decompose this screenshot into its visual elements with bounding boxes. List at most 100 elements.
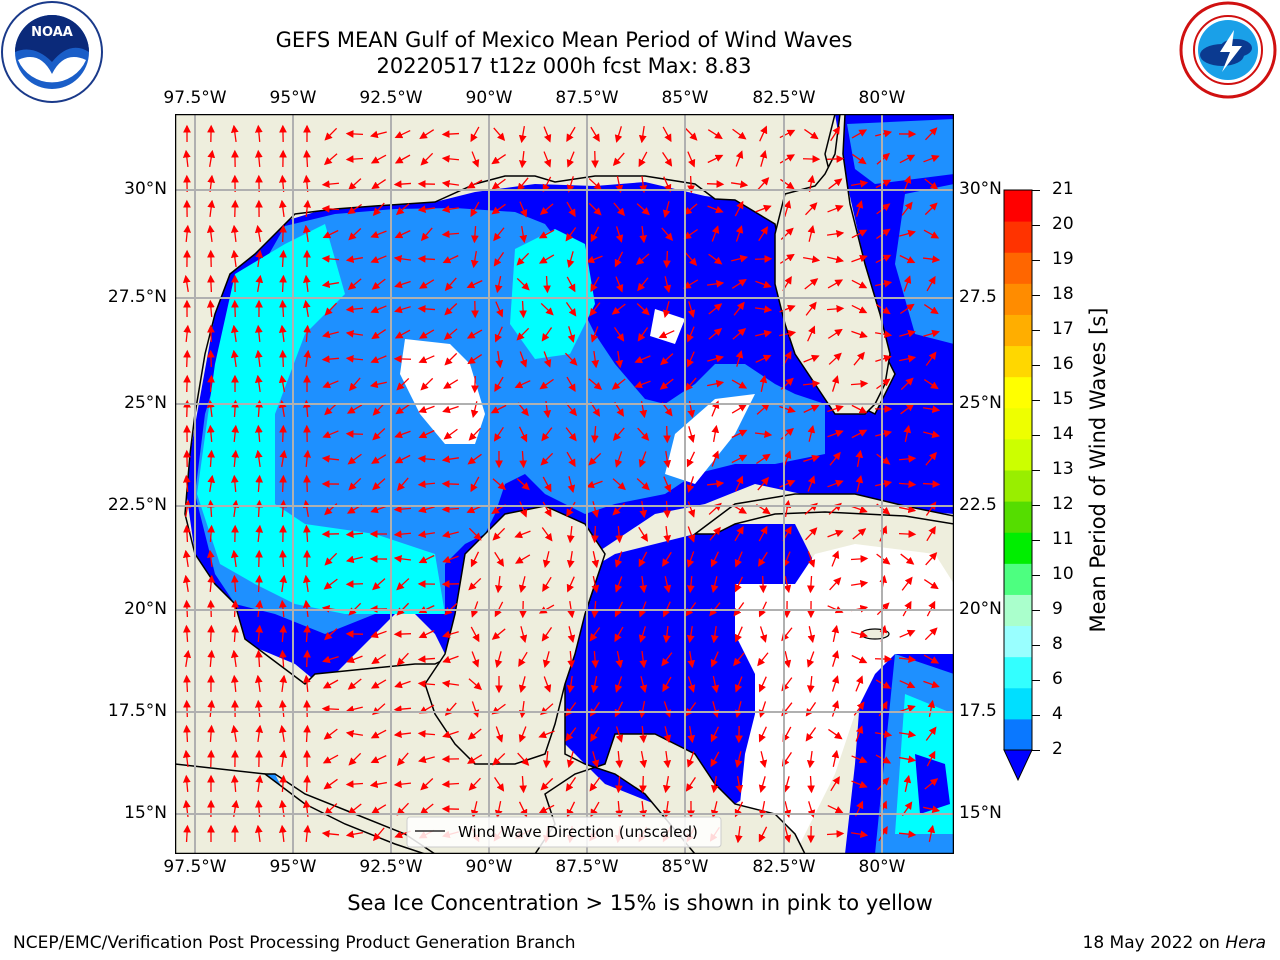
- wind-arrow: [519, 626, 528, 643]
- wind-arrow: [924, 627, 938, 641]
- wind-arrow: [612, 427, 625, 442]
- wind-arrow: [827, 404, 844, 413]
- wind-arrow: [279, 574, 288, 593]
- wind-arrow: [417, 655, 436, 663]
- colorbar-tick: 18: [1052, 284, 1074, 304]
- colorbar-tick: 14: [1052, 424, 1074, 444]
- wind-arrow: [493, 426, 504, 442]
- wind-arrow: [393, 530, 412, 539]
- wind-arrow: [442, 730, 459, 739]
- wind-arrow: [470, 626, 480, 643]
- wind-arrow: [783, 826, 792, 843]
- wind-arrow: [612, 152, 625, 167]
- wind-arrow: [711, 424, 720, 442]
- wind-arrow: [923, 430, 941, 439]
- wind-arrow: [206, 549, 215, 568]
- wind-arrow: [590, 326, 599, 343]
- wind-arrow: [566, 251, 575, 268]
- wind-arrow: [540, 777, 554, 791]
- wind-arrow: [804, 128, 819, 140]
- wind-arrow: [898, 480, 917, 489]
- wind-arrow: [393, 254, 412, 263]
- wind-arrow: [322, 655, 339, 664]
- wind-arrow: [566, 751, 575, 768]
- wind-arrow: [899, 629, 916, 638]
- wind-arrow: [371, 804, 387, 814]
- wind-arrow: [707, 354, 724, 363]
- wind-arrow: [303, 724, 311, 743]
- lat-tick-left: 22.5°N: [107, 495, 167, 515]
- wind-arrow: [756, 402, 770, 415]
- wind-arrow: [444, 702, 457, 717]
- wind-arrow: [805, 727, 817, 742]
- wind-arrow: [372, 202, 385, 216]
- gridlines: [175, 114, 954, 854]
- wind-arrow: [303, 349, 312, 368]
- wind-arrow: [614, 676, 623, 693]
- wind-arrow: [806, 750, 815, 769]
- colorbar-tick-mark: [1032, 750, 1040, 751]
- wind-arrow: [345, 130, 364, 138]
- wind-arrow: [925, 552, 938, 566]
- wind-arrow: [467, 728, 482, 740]
- wind-arrow: [686, 351, 695, 368]
- wind-arrow: [418, 405, 435, 414]
- wind-arrow: [516, 327, 530, 341]
- colorbar-tick-mark: [1032, 715, 1040, 716]
- wind-arrow: [639, 751, 648, 769]
- wind-arrow: [491, 153, 507, 165]
- wind-arrow: [396, 802, 409, 816]
- colorbar-segment: [1004, 407, 1032, 440]
- wind-arrow: [470, 476, 480, 493]
- wind-arrow: [419, 803, 434, 815]
- wind-arrow: [254, 674, 263, 693]
- wind-arrow: [494, 376, 504, 393]
- wind-arrow: [730, 180, 749, 189]
- wind-arrow: [370, 154, 387, 164]
- wind-arrow: [807, 551, 816, 568]
- wind-arrow: [347, 678, 362, 690]
- wind-arrow: [590, 726, 600, 742]
- wind-arrow: [303, 324, 312, 343]
- wind-arrow: [542, 476, 552, 493]
- wind-arrow: [491, 178, 506, 190]
- wind-arrow: [370, 755, 387, 764]
- colorbar-segment: [1004, 501, 1032, 533]
- colorbar-tick: 12: [1052, 494, 1074, 514]
- wind-arrow: [639, 676, 648, 693]
- wind-arrow: [323, 153, 338, 166]
- wind-arrow: [827, 529, 844, 538]
- wind-arrow: [923, 229, 940, 239]
- wind-arrow: [806, 651, 815, 668]
- wind-arrow: [901, 201, 913, 216]
- wind-arrow: [279, 274, 287, 293]
- wind-arrow: [613, 202, 626, 217]
- wind-arrow: [707, 154, 724, 164]
- wind-arrow: [898, 530, 917, 538]
- wind-arrow: [710, 726, 720, 743]
- wind-arrow: [444, 277, 457, 291]
- lon-tick-top: 80°W: [858, 88, 906, 108]
- wind-arrow: [279, 749, 288, 768]
- wind-arrow: [687, 676, 696, 693]
- colorbar-tick-mark: [1032, 435, 1040, 436]
- wind-arrow: [394, 454, 411, 464]
- wind-arrow: [923, 579, 939, 590]
- wind-arrow: [779, 154, 796, 164]
- wind-arrow: [395, 403, 410, 415]
- wind-arrow: [614, 551, 623, 568]
- wind-arrow: [804, 278, 819, 290]
- wind-arrow: [519, 501, 528, 518]
- wind-arrow: [230, 574, 239, 593]
- colorbar-tick-mark: [1032, 260, 1040, 261]
- wind-arrow: [230, 349, 239, 368]
- colorbar-segment: [1004, 532, 1032, 564]
- wind-arrow: [829, 577, 842, 591]
- colorbar-tick-mark: [1032, 645, 1040, 646]
- wind-arrow: [756, 453, 771, 465]
- wind-arrow: [851, 654, 868, 664]
- wind-arrow: [755, 329, 773, 338]
- wind-arrow: [827, 328, 843, 339]
- colorbar-segment: [1004, 345, 1032, 378]
- wind-arrow: [731, 278, 747, 289]
